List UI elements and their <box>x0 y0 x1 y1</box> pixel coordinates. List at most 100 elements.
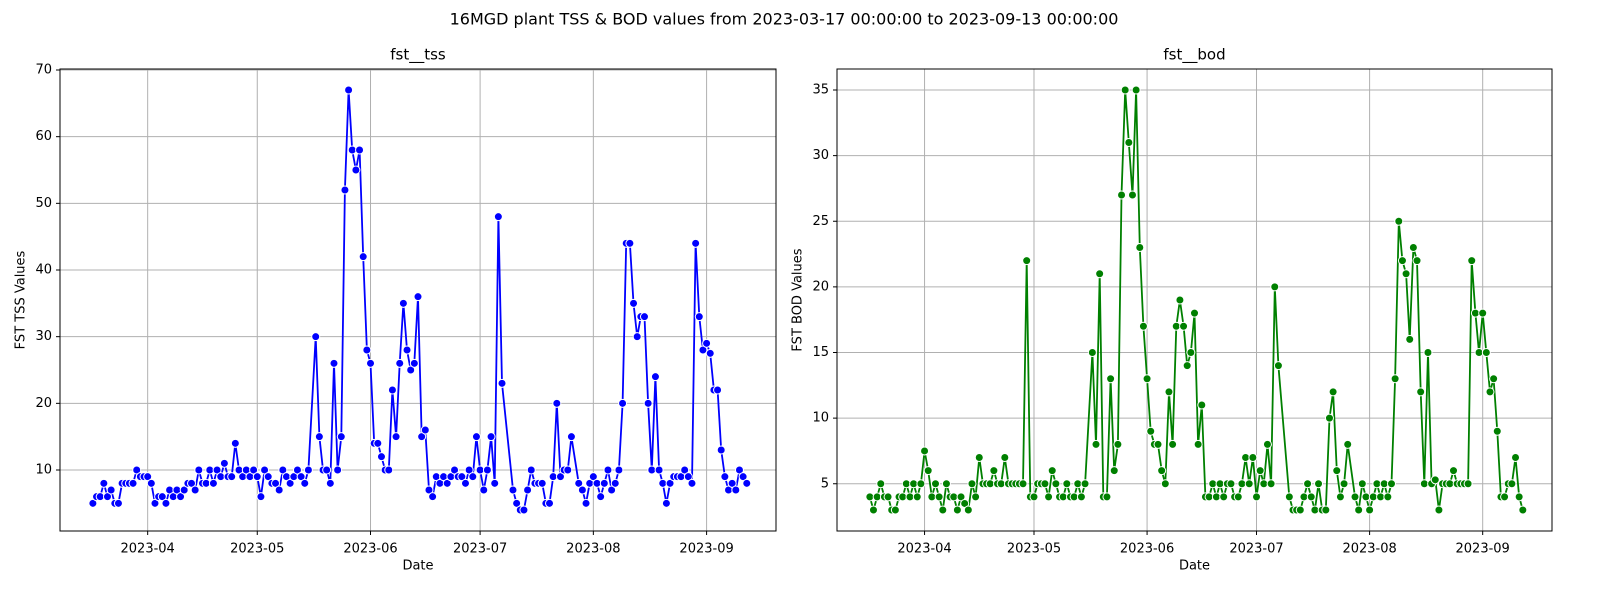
data-point <box>1091 439 1101 449</box>
data-point <box>603 465 613 475</box>
data-point <box>1164 387 1174 397</box>
y-tick-label: 25 <box>812 214 829 229</box>
x-tick-label: 2023-07 <box>1229 542 1283 557</box>
data-point <box>187 478 197 488</box>
data-point <box>1186 348 1196 357</box>
data-point <box>395 358 405 368</box>
data-point <box>566 432 576 442</box>
data-point <box>1040 479 1050 489</box>
data-point <box>1190 308 1199 318</box>
data-point <box>1339 479 1349 489</box>
data-point <box>738 472 748 482</box>
y-tick-label: 30 <box>35 329 52 344</box>
data-point <box>132 465 142 475</box>
data-point <box>1244 479 1254 489</box>
data-point <box>1335 492 1345 502</box>
data-point <box>340 185 350 195</box>
data-point <box>1146 426 1156 436</box>
data-point <box>1255 466 1265 476</box>
data-point <box>1485 387 1495 397</box>
data-point <box>263 472 273 482</box>
data-point <box>1120 85 1130 95</box>
data-point <box>1314 479 1324 489</box>
data-point <box>1197 400 1207 410</box>
data-point <box>296 472 306 482</box>
data-point <box>720 472 730 482</box>
y-tick-label: 30 <box>812 148 829 163</box>
data-point <box>212 465 222 475</box>
data-point <box>1262 439 1272 449</box>
x-axis-label: Date <box>402 559 433 574</box>
data-point <box>329 358 339 368</box>
data-point <box>647 465 657 475</box>
data-point <box>428 492 438 502</box>
data-point <box>402 345 412 355</box>
data-point <box>460 478 470 488</box>
data-point <box>912 492 922 502</box>
data-point <box>373 438 383 448</box>
data-point <box>366 358 376 368</box>
data-point <box>523 485 533 495</box>
data-point <box>694 312 704 322</box>
x-tick-label: 2023-04 <box>897 542 951 557</box>
data-point <box>300 478 310 488</box>
data-point <box>314 432 324 442</box>
data-point <box>680 465 690 475</box>
x-tick-label: 2023-04 <box>121 542 175 557</box>
data-point <box>1160 479 1170 489</box>
data-point <box>1518 505 1528 515</box>
data-point <box>1321 505 1331 515</box>
data-point <box>1018 479 1028 489</box>
x-tick-label: 2023-06 <box>343 542 397 557</box>
x-tick-label: 2023-09 <box>1456 542 1510 557</box>
data-point <box>526 465 536 475</box>
data-point <box>632 332 642 342</box>
data-point <box>1273 361 1283 371</box>
data-point <box>1270 282 1280 292</box>
data-point <box>938 505 948 515</box>
data-point <box>614 465 624 475</box>
data-point <box>482 465 492 475</box>
axes-title: fst__bod <box>1163 46 1225 65</box>
data-point <box>347 145 357 155</box>
data-point <box>208 478 218 488</box>
data-point <box>868 505 878 515</box>
data-point <box>1113 439 1123 449</box>
data-point <box>475 465 485 475</box>
data-point <box>1109 466 1119 476</box>
data-point <box>1124 138 1134 147</box>
data-point <box>102 492 112 502</box>
data-point <box>1080 479 1090 489</box>
data-point <box>424 485 434 495</box>
data-point <box>486 432 496 442</box>
data-point <box>450 465 460 475</box>
data-point <box>227 472 237 482</box>
y-tick-label: 35 <box>812 83 829 98</box>
data-point <box>734 465 744 475</box>
data-point <box>989 466 999 476</box>
data-point <box>311 332 321 342</box>
data-point <box>113 498 123 508</box>
data-point <box>219 458 229 468</box>
data-point <box>1343 439 1353 449</box>
data-point <box>413 292 423 302</box>
data-point <box>519 505 529 515</box>
data-point <box>890 505 900 515</box>
data-point <box>1022 256 1032 266</box>
data-point <box>420 425 430 435</box>
data-point <box>1135 243 1145 252</box>
data-point <box>1394 216 1404 226</box>
data-point <box>930 479 940 489</box>
data-point <box>545 498 555 508</box>
axes-frame <box>59 68 777 532</box>
data-point <box>876 479 886 489</box>
data-point <box>358 252 368 262</box>
data-point <box>512 498 522 508</box>
data-point <box>1157 466 1167 476</box>
data-point <box>1463 479 1473 489</box>
data-point <box>705 348 715 358</box>
y-tick-label: 5 <box>821 476 829 491</box>
data-point <box>920 446 930 456</box>
data-point <box>256 492 266 502</box>
